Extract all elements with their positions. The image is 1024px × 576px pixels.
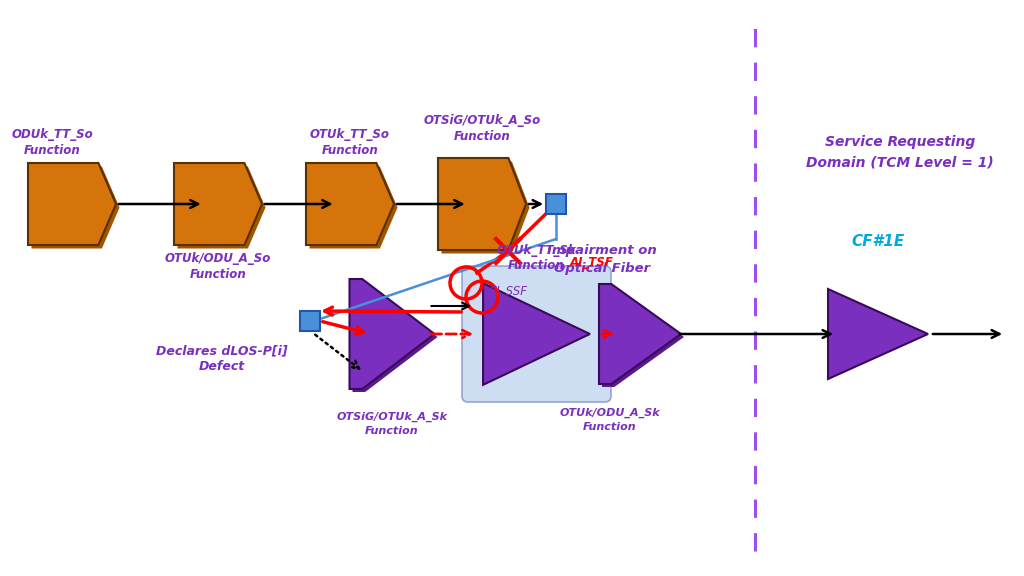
Text: Function: Function: [508, 259, 564, 272]
Text: OTUk_TT_Sk: OTUk_TT_Sk: [496, 244, 575, 257]
Polygon shape: [438, 158, 526, 250]
Text: Function: Function: [584, 422, 637, 432]
Polygon shape: [174, 163, 262, 245]
Polygon shape: [483, 283, 590, 385]
Text: Function: Function: [366, 426, 419, 436]
Text: Optical Fiber: Optical Fiber: [554, 262, 650, 275]
Bar: [546, 194, 566, 214]
Polygon shape: [828, 289, 928, 379]
Bar: [300, 311, 319, 331]
Polygon shape: [309, 166, 397, 248]
Text: Impairment on: Impairment on: [547, 244, 656, 257]
Text: Function: Function: [454, 130, 510, 143]
FancyBboxPatch shape: [462, 266, 611, 402]
Text: CI_SSF: CI_SSF: [488, 284, 527, 297]
Text: OTUk/ODU_A_Sk: OTUk/ODU_A_Sk: [560, 408, 660, 418]
Text: OTUk_TT_So: OTUk_TT_So: [310, 128, 390, 141]
Polygon shape: [602, 287, 684, 387]
Polygon shape: [352, 282, 437, 392]
Text: Function: Function: [322, 144, 379, 157]
Polygon shape: [441, 161, 529, 253]
Polygon shape: [177, 166, 265, 248]
Text: CF#1E: CF#1E: [851, 234, 904, 249]
Polygon shape: [599, 284, 681, 384]
Text: Declares dLOS-P[i]: Declares dLOS-P[i]: [157, 344, 288, 357]
Text: OTSiG/OTUk_A_So: OTSiG/OTUk_A_So: [423, 114, 541, 127]
Polygon shape: [306, 163, 394, 245]
Text: Service Requesting: Service Requesting: [825, 135, 975, 149]
Text: Domain (TCM Level = 1): Domain (TCM Level = 1): [806, 155, 994, 169]
Text: Function: Function: [189, 268, 247, 281]
Text: OTUk/ODU_A_So: OTUk/ODU_A_So: [165, 252, 271, 265]
Polygon shape: [349, 279, 434, 389]
Text: ODUk_TT_So: ODUk_TT_So: [11, 128, 93, 141]
Text: OTSiG/OTUk_A_Sk: OTSiG/OTUk_A_Sk: [337, 412, 447, 422]
Polygon shape: [32, 166, 120, 248]
Text: AI_TSF: AI_TSF: [570, 256, 614, 269]
Polygon shape: [28, 163, 116, 245]
Text: Function: Function: [24, 144, 80, 157]
Text: Defect: Defect: [199, 360, 245, 373]
